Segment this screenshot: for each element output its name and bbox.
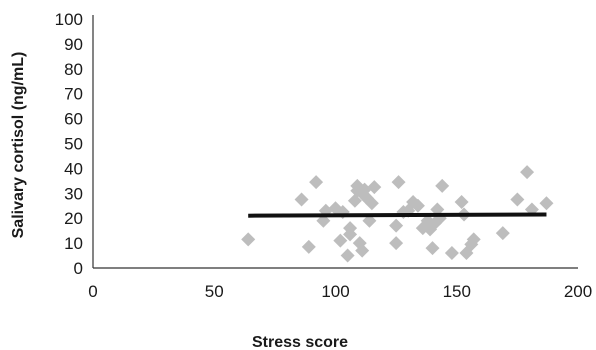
data-point	[389, 218, 404, 233]
data-points	[241, 165, 554, 263]
y-tick-label: 10	[64, 234, 83, 253]
data-point	[343, 221, 358, 236]
x-axis-title: Stress score	[252, 334, 348, 350]
trend-line	[248, 212, 547, 218]
data-point	[367, 180, 382, 195]
data-point	[454, 195, 469, 210]
y-axis-title: Salivary cortisol (ng/mL)	[10, 52, 27, 239]
data-point	[340, 248, 355, 263]
y-axis-ticks: 0 10 20 30 40 50 60 70 80 90 100	[55, 10, 83, 278]
data-point	[333, 233, 348, 248]
data-point	[355, 243, 370, 258]
data-point	[301, 239, 316, 254]
data-point	[495, 226, 510, 241]
y-tick-label: 20	[64, 209, 83, 228]
x-axis-ticks: 0 50 100 150 200	[88, 282, 592, 301]
data-point	[435, 178, 450, 193]
data-point	[241, 232, 256, 247]
x-tick-label: 100	[321, 282, 349, 301]
data-point	[347, 193, 362, 208]
y-tick-label: 30	[64, 184, 83, 203]
data-point	[444, 246, 459, 261]
data-point	[389, 236, 404, 251]
y-tick-label: 0	[74, 259, 83, 278]
data-point	[410, 198, 425, 213]
data-point	[466, 232, 481, 247]
x-tick-label: 200	[564, 282, 592, 301]
data-point	[539, 196, 554, 211]
data-point	[309, 175, 324, 190]
x-tick-label: 0	[88, 282, 97, 301]
y-tick-label: 90	[64, 35, 83, 54]
y-tick-label: 80	[64, 60, 83, 79]
data-point	[391, 175, 406, 190]
x-tick-label: 50	[205, 282, 224, 301]
y-tick-label: 40	[64, 159, 83, 178]
data-point	[425, 241, 440, 256]
y-tick-label: 100	[55, 10, 83, 29]
y-tick-label: 60	[64, 110, 83, 129]
y-tick-label: 70	[64, 85, 83, 104]
data-point	[520, 165, 535, 180]
data-point	[294, 192, 309, 207]
y-tick-label: 50	[64, 135, 83, 154]
x-tick-label: 150	[443, 282, 471, 301]
data-point	[510, 192, 525, 207]
data-point	[364, 196, 379, 211]
